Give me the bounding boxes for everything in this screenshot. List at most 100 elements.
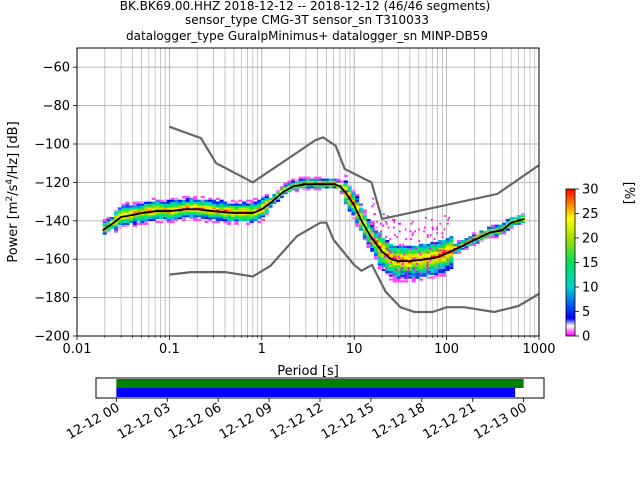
heatmap-cell (394, 251, 397, 254)
heatmap-cell (505, 220, 510, 224)
heatmap-cell (249, 205, 254, 208)
heatmap-cell (358, 205, 363, 208)
heatmap-cell (426, 261, 431, 264)
heatmap-cell (200, 213, 205, 216)
heatmap-cell (159, 213, 164, 216)
heatmap-cell (407, 245, 412, 248)
heatmap-cell (144, 199, 149, 202)
heatmap-cell (121, 207, 126, 210)
heatmap-cell (347, 188, 352, 191)
heatmap-cell (392, 247, 397, 250)
heatmap-cell (174, 218, 179, 222)
heatmap-cell (441, 247, 446, 250)
heatmap-cell (242, 213, 247, 216)
heatmap-cell (355, 220, 360, 224)
heatmap-cell (366, 243, 371, 247)
heatmap-cell (392, 266, 397, 270)
heatmap-cell (441, 255, 446, 258)
timeline-tick-label: 12-12 21 (421, 400, 479, 442)
heatmap-cell (370, 220, 375, 224)
heatmap-cell (411, 245, 416, 248)
heatmap-cell (431, 226, 434, 229)
heatmap-cell (144, 215, 149, 218)
heatmap-cell (147, 201, 153, 204)
heatmap-cell (373, 222, 375, 225)
heatmap-cell (355, 216, 360, 220)
heatmap-cell (447, 222, 449, 225)
heatmap-cell (144, 205, 149, 208)
heatmap-cell (208, 197, 213, 200)
heatmap-cell (178, 216, 183, 220)
heatmap-cell (418, 228, 420, 231)
heatmap-cell (407, 274, 412, 277)
heatmap-cell (242, 209, 247, 212)
heatmap-cell (234, 215, 239, 218)
heatmap-cell (436, 232, 439, 235)
heatmap-cell (415, 274, 420, 277)
heatmap-cell (375, 232, 377, 235)
heatmap-cell (215, 205, 220, 208)
heatmap-cell (117, 220, 122, 224)
heatmap-cell (396, 247, 401, 250)
heatmap-cell (407, 266, 410, 269)
heatmap-cell (185, 205, 190, 208)
heatmap-cell (396, 276, 401, 279)
heatmap-cell (387, 226, 390, 229)
chart-title-line-3: datalogger_type GuralpMinimus+ datalogge… (126, 29, 488, 43)
heatmap-cell (415, 268, 420, 272)
heatmap-cell (441, 243, 446, 247)
heatmap-cell (377, 240, 382, 243)
heatmap-cell (249, 213, 254, 216)
heatmap-cell (140, 222, 145, 225)
heatmap-cell (253, 216, 258, 220)
heatmap-cell (253, 203, 258, 206)
heatmap-cell (381, 249, 386, 252)
heatmap-cell (411, 247, 416, 250)
heatmap-cell (306, 178, 311, 181)
heatmap-cell (520, 222, 525, 225)
heatmap-cell (381, 266, 386, 270)
heatmap-cell (298, 186, 303, 189)
heatmap-cell (400, 247, 405, 250)
heatmap-cell (332, 186, 337, 189)
heatmap-cell (332, 188, 337, 191)
heatmap-cell (227, 209, 232, 212)
heatmap-cell (355, 218, 360, 222)
heatmap-cell (253, 213, 258, 216)
heatmap-cell (208, 211, 213, 214)
heatmap-cell (438, 243, 443, 247)
heatmap-cell (208, 201, 213, 204)
heatmap-cell (509, 224, 514, 227)
heatmap-cell (445, 261, 450, 264)
heatmap-cell (230, 218, 235, 222)
heatmap-cell (260, 215, 266, 218)
heatmap-cell (373, 249, 379, 252)
heatmap-cell (287, 190, 292, 193)
heatmap-cell (415, 255, 420, 258)
heatmap-cell (430, 261, 435, 264)
heatmap-cell (432, 228, 434, 231)
heatmap-cell (343, 174, 348, 177)
heatmap-cell (230, 205, 235, 208)
heatmap-cell (212, 203, 217, 206)
heatmap-cell (253, 209, 258, 212)
heatmap-cell (385, 270, 390, 273)
heatmap-cell (411, 270, 416, 273)
x-tick-label: 100 (434, 342, 459, 357)
heatmap-cell (377, 259, 382, 262)
heatmap-cell (351, 195, 356, 199)
heatmap-cell (362, 211, 367, 214)
heatmap-cell (185, 199, 190, 202)
heatmap-cell (204, 211, 209, 214)
heatmap-cell (502, 222, 507, 225)
heatmap-cell (230, 201, 235, 204)
heatmap-cell (419, 251, 424, 254)
heatmap-cell (448, 216, 451, 219)
heatmap-cell (151, 205, 156, 208)
colorbar-tick-label: 30 (582, 183, 599, 198)
heatmap-cell (517, 220, 522, 224)
heatmap-cell (347, 190, 352, 193)
heatmap-cell (351, 209, 356, 212)
heatmap-cell (234, 213, 239, 216)
heatmap-cell (200, 203, 205, 206)
